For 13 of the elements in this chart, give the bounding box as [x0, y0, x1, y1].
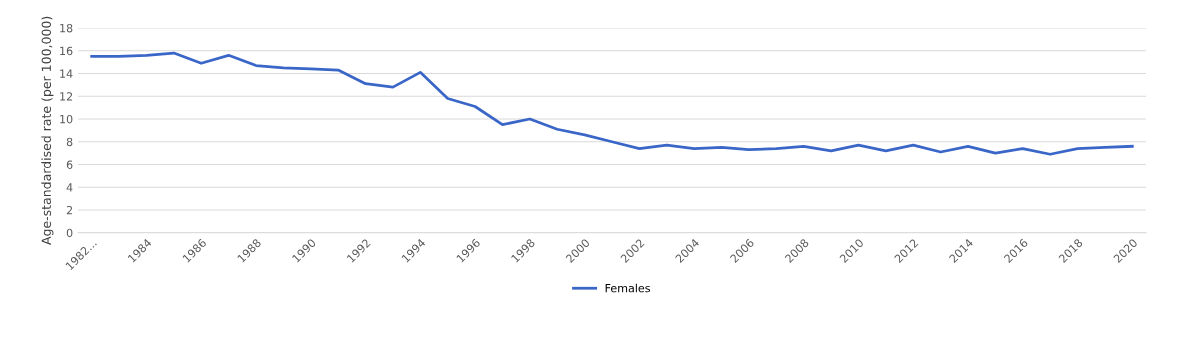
y-axis-title: Age-standardised rate (per 100,000) — [41, 16, 54, 245]
y-tick-label: 14 — [60, 69, 73, 78]
y-tick-label: 10 — [60, 114, 73, 124]
y-tick-label: 6 — [66, 160, 73, 169]
y-tick-label: 2 — [66, 205, 73, 215]
y-tick-label: 8 — [66, 137, 73, 147]
y-tick-label: 12 — [60, 92, 73, 101]
line-series — [90, 51, 1134, 156]
y-tick-label: 16 — [60, 46, 73, 56]
legend-label: Females — [605, 283, 650, 293]
y-tick-label: 18 — [60, 23, 73, 33]
y-tick-label: 0 — [66, 228, 73, 238]
y-tick-label: 4 — [66, 183, 73, 192]
